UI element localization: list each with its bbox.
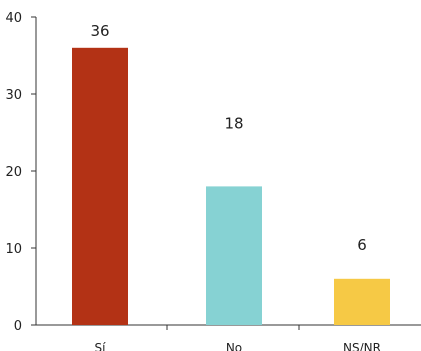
bars [72, 47, 390, 326]
y-tick-label: 0 [14, 319, 22, 334]
bar [334, 278, 390, 325]
data-label: 18 [224, 114, 243, 132]
y-axis: 0 10 20 30 40 [5, 11, 37, 334]
y-tick-label: 40 [5, 11, 22, 26]
data-label: 6 [357, 236, 367, 254]
x-category-label: No [226, 341, 242, 351]
data-label: 36 [90, 22, 109, 40]
y-tick-label: 10 [5, 242, 22, 257]
y-tick-label: 30 [5, 88, 22, 103]
data-labels: 36 18 6 [90, 22, 366, 254]
x-category-label: Sí [95, 341, 107, 351]
bar [72, 47, 128, 326]
x-category-label: NS/NR [343, 341, 381, 351]
bar [206, 186, 262, 325]
x-axis: Sí No NS/NR [36, 324, 421, 351]
y-tick-label: 20 [5, 165, 22, 180]
